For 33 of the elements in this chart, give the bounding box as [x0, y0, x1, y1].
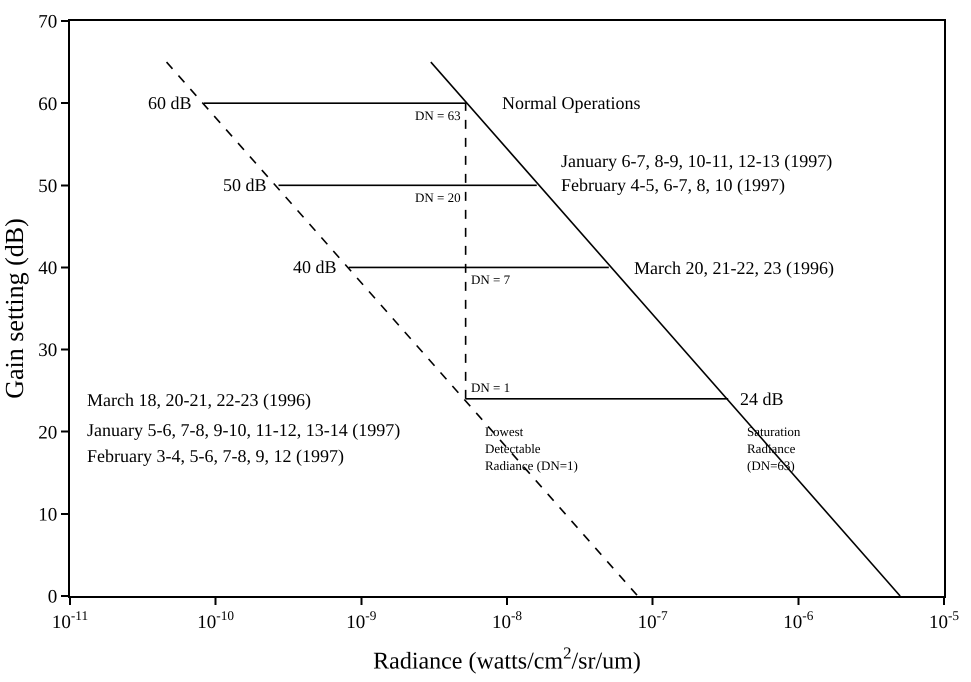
x-tick-label: 10$^{-5}$ [928, 608, 960, 633]
y-tick-label: 40 [38, 258, 58, 280]
x-axis-title: Radiance (watts/cm$^{2}$/sr/um) [373, 644, 641, 675]
y-axis-title: Gain setting (dB) [0, 218, 29, 399]
annotation: March 18, 20-21, 22-23 (1996) [87, 390, 311, 410]
annotation: February 4-5, 6-7, 8, 10 (1997) [561, 175, 785, 195]
y-tick-label: 10 [38, 504, 58, 526]
annotation: January 5-6, 7-8, 9-10, 11-12, 13-14 (1997) [87, 420, 400, 440]
x-tick-label: 10$^{-11}$ [52, 608, 88, 633]
x-tick-label: 10$^{-10}$ [197, 608, 234, 633]
annotation: DN = 1 [471, 380, 510, 395]
annotation: 60 dB [148, 93, 192, 113]
annotation: January 6-7, 8-9, 10-11, 12-13 (1997) [561, 151, 832, 171]
annotation: 40 dB [293, 257, 337, 277]
y-tick-label: 70 [38, 12, 58, 33]
annotation: DN = 63 [415, 108, 461, 123]
x-tick-label: 10$^{-8}$ [492, 608, 522, 633]
y-tick-label: 0 [48, 586, 58, 608]
x-tick-label: 10$^{-9}$ [346, 608, 377, 633]
annotation: March 20, 21-22, 23 (1996) [634, 258, 834, 278]
y-tick-label: 20 [38, 422, 58, 444]
annotation: 24 dB [740, 389, 784, 409]
y-tick-label: 50 [38, 176, 58, 197]
y-tick-label: 60 [38, 94, 58, 115]
annotation: February 3-4, 5-6, 7-8, 9, 12 (1997) [87, 446, 344, 466]
annotation: Lowest Detectable Radiance (DN=1) [485, 424, 578, 473]
x-tick-label: 10$^{-6}$ [783, 608, 814, 633]
annotation: DN = 7 [471, 272, 511, 287]
y-tick-label: 30 [38, 340, 58, 362]
annotation: DN = 20 [415, 190, 461, 205]
x-tick-label: 10$^{-7}$ [638, 608, 668, 633]
annotation: 50 dB [223, 175, 267, 195]
annotation: Normal Operations [502, 93, 640, 113]
